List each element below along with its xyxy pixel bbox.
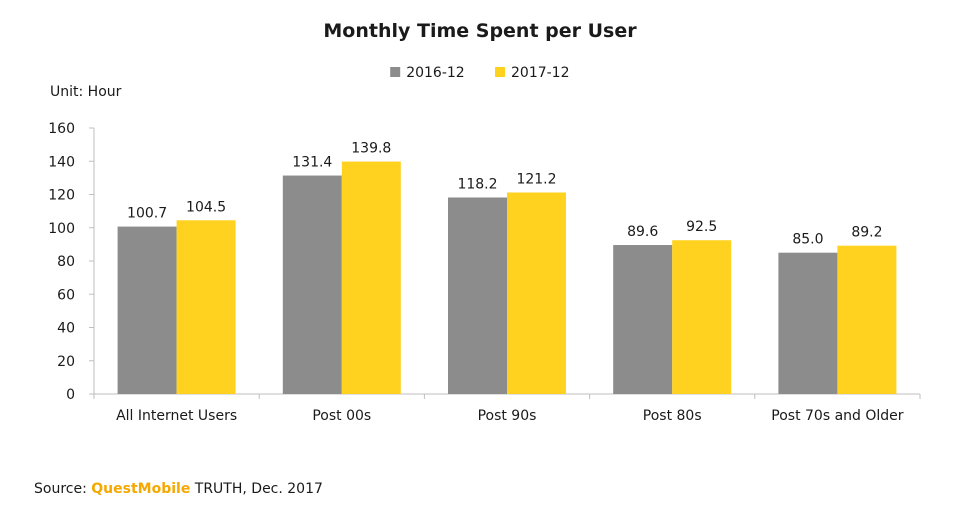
- data-label: 92.5: [686, 219, 717, 235]
- bars: [117, 161, 897, 394]
- legend-swatch: [495, 67, 505, 77]
- legend: 2016-12 2017-12: [390, 65, 570, 81]
- bar: [448, 197, 507, 394]
- x-category-label: Post 80s: [643, 408, 702, 424]
- y-tick-label: 160: [48, 121, 75, 137]
- data-label: 100.7: [127, 206, 167, 222]
- y-tick-label: 40: [57, 321, 75, 337]
- data-labels: 100.7 104.5 131.4 139.8 118.2 121.2 89.6 92.5 85…: [127, 141, 882, 248]
- source-brand: QuestMobile: [91, 481, 191, 497]
- y-tick-label: 140: [48, 154, 75, 170]
- y-tick-label: 100: [48, 221, 75, 237]
- bar: [341, 161, 401, 394]
- y-tick-label: 120: [48, 188, 75, 204]
- data-label: 118.2: [457, 176, 497, 192]
- bar: [613, 245, 673, 394]
- y-tick-label: 60: [57, 287, 75, 303]
- legend-swatch: [390, 67, 401, 77]
- data-label: 89.6: [627, 224, 658, 240]
- data-label: 139.8: [351, 141, 391, 157]
- source-note: Source: QuestMobile TRUTH, Dec. 2017: [34, 481, 323, 497]
- x-category-label: All Internet Users: [116, 408, 237, 424]
- y-tick-label: 0: [66, 387, 75, 403]
- data-label: 121.2: [516, 172, 556, 188]
- bar: [176, 220, 236, 394]
- data-label: 89.2: [851, 225, 882, 241]
- data-label: 131.4: [292, 155, 332, 171]
- source-prefix: Source:: [34, 481, 92, 497]
- bar: [672, 240, 732, 394]
- y-tick-label: 80: [57, 254, 75, 270]
- bar: [837, 245, 897, 394]
- unit-label: Unit: Hour: [50, 84, 122, 100]
- y-tick-label: 20: [57, 354, 75, 370]
- data-label: 104.5: [186, 199, 226, 215]
- legend-label: 2016-12: [406, 65, 465, 81]
- legend-label: 2017-12: [511, 65, 570, 81]
- x-category-label: Post 00s: [312, 408, 371, 424]
- chart-title: Monthly Time Spent per User: [323, 20, 637, 42]
- bar: [507, 192, 566, 394]
- y-axis: 0 20 40 60 80 100 120 140 160: [48, 121, 95, 403]
- x-category-label: Post 70s and Older: [771, 408, 903, 424]
- bar: [117, 226, 177, 394]
- bar: [282, 175, 342, 394]
- bar: [778, 252, 838, 394]
- x-category-label: Post 90s: [478, 408, 537, 424]
- data-label: 85.0: [792, 232, 823, 248]
- source-suffix: TRUTH, Dec. 2017: [190, 481, 323, 497]
- x-axis: All Internet Users Post 00s Post 90s Post 8…: [93, 393, 921, 424]
